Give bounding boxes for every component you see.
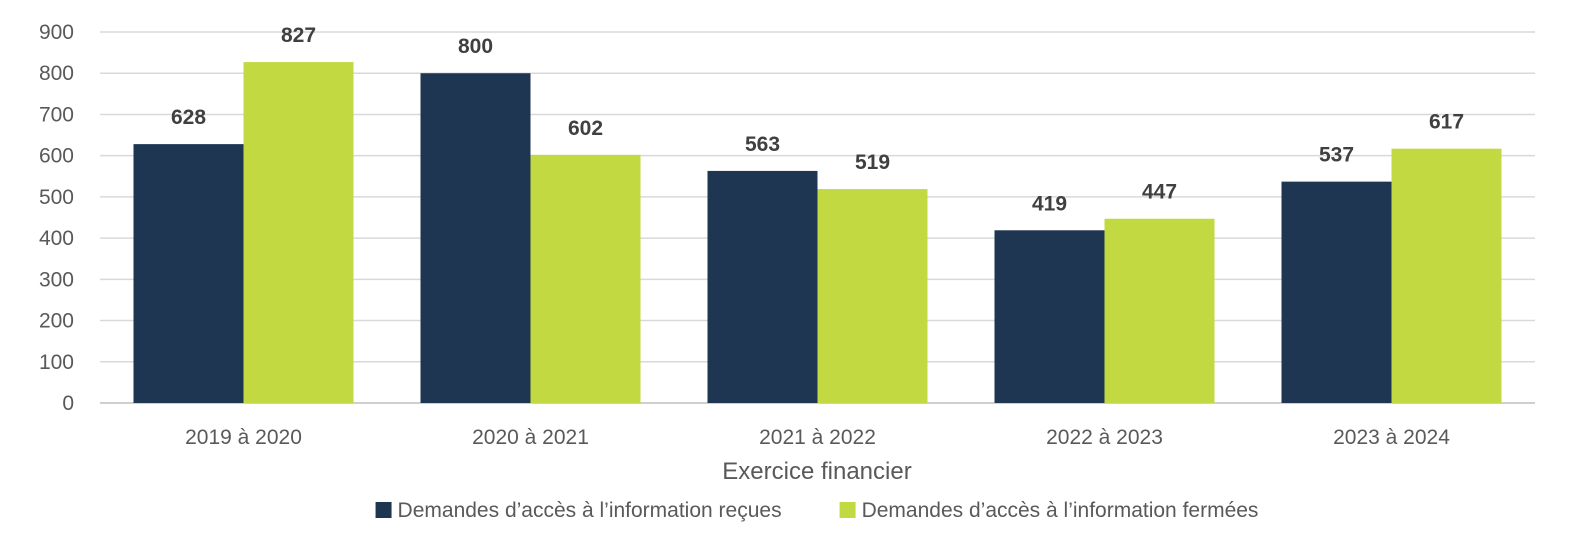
- y-tick-label: 100: [39, 351, 74, 374]
- x-tick-label: 2023 à 2024: [1333, 426, 1450, 449]
- y-tick-label: 200: [39, 310, 74, 333]
- legend-label: Demandes d’accès à l’information reçues: [398, 499, 782, 522]
- y-tick-label: 800: [39, 62, 74, 85]
- legend: Demandes d’accès à l’information reçues D…: [375, 499, 1259, 522]
- bar: [707, 170, 818, 403]
- bar: [1281, 181, 1392, 403]
- y-tick-label: 600: [39, 145, 74, 168]
- x-tick-label: 2019 à 2020: [185, 426, 302, 449]
- legend-swatch: [375, 502, 392, 518]
- bar: [1104, 218, 1215, 403]
- data-label: 447: [1142, 181, 1177, 204]
- y-tick-label: 700: [39, 103, 74, 126]
- bar: [817, 189, 928, 403]
- data-label: 537: [1319, 144, 1354, 167]
- x-tick-label: 2022 à 2023: [1046, 426, 1163, 449]
- bar: [420, 73, 531, 403]
- data-label: 617: [1429, 111, 1464, 134]
- y-tick-label: 300: [39, 268, 74, 291]
- x-tick-label: 2021 à 2022: [759, 426, 876, 449]
- data-label: 628: [171, 106, 206, 129]
- bar: [994, 230, 1105, 403]
- data-label: 827: [281, 24, 316, 47]
- x-tick-label: 2020 à 2021: [472, 426, 589, 449]
- bar: [133, 144, 244, 403]
- data-label: 800: [458, 35, 493, 58]
- data-labels: 628 827 800 602 563 519 419 447 537 617: [171, 24, 1464, 215]
- y-tick-label: 500: [39, 186, 74, 209]
- y-tick-label: 900: [39, 21, 74, 44]
- bar: [243, 62, 354, 403]
- y-tick-label: 400: [39, 227, 74, 250]
- y-tick-label: 0: [62, 392, 74, 415]
- x-axis-title: Exercice financier: [722, 458, 911, 485]
- x-axis-ticks: 2019 à 2020 2020 à 2021 2021 à 2022 2022 à …: [185, 426, 1450, 449]
- legend-item: Demandes d’accès à l’information fermées: [839, 499, 1259, 522]
- legend-item: Demandes d’accès à l’information reçues: [375, 499, 782, 522]
- data-label: 519: [855, 151, 890, 174]
- data-label: 563: [745, 133, 780, 156]
- bar: [530, 154, 641, 403]
- bar: [1391, 148, 1502, 403]
- legend-label: Demandes d’accès à l’information fermées: [862, 499, 1259, 522]
- legend-swatch: [839, 502, 856, 518]
- data-label: 419: [1032, 192, 1067, 215]
- y-axis-ticks: 0 100 200 300 400 500 600 700 800 900: [39, 21, 74, 415]
- data-label: 602: [568, 117, 603, 140]
- bars: [133, 62, 1502, 403]
